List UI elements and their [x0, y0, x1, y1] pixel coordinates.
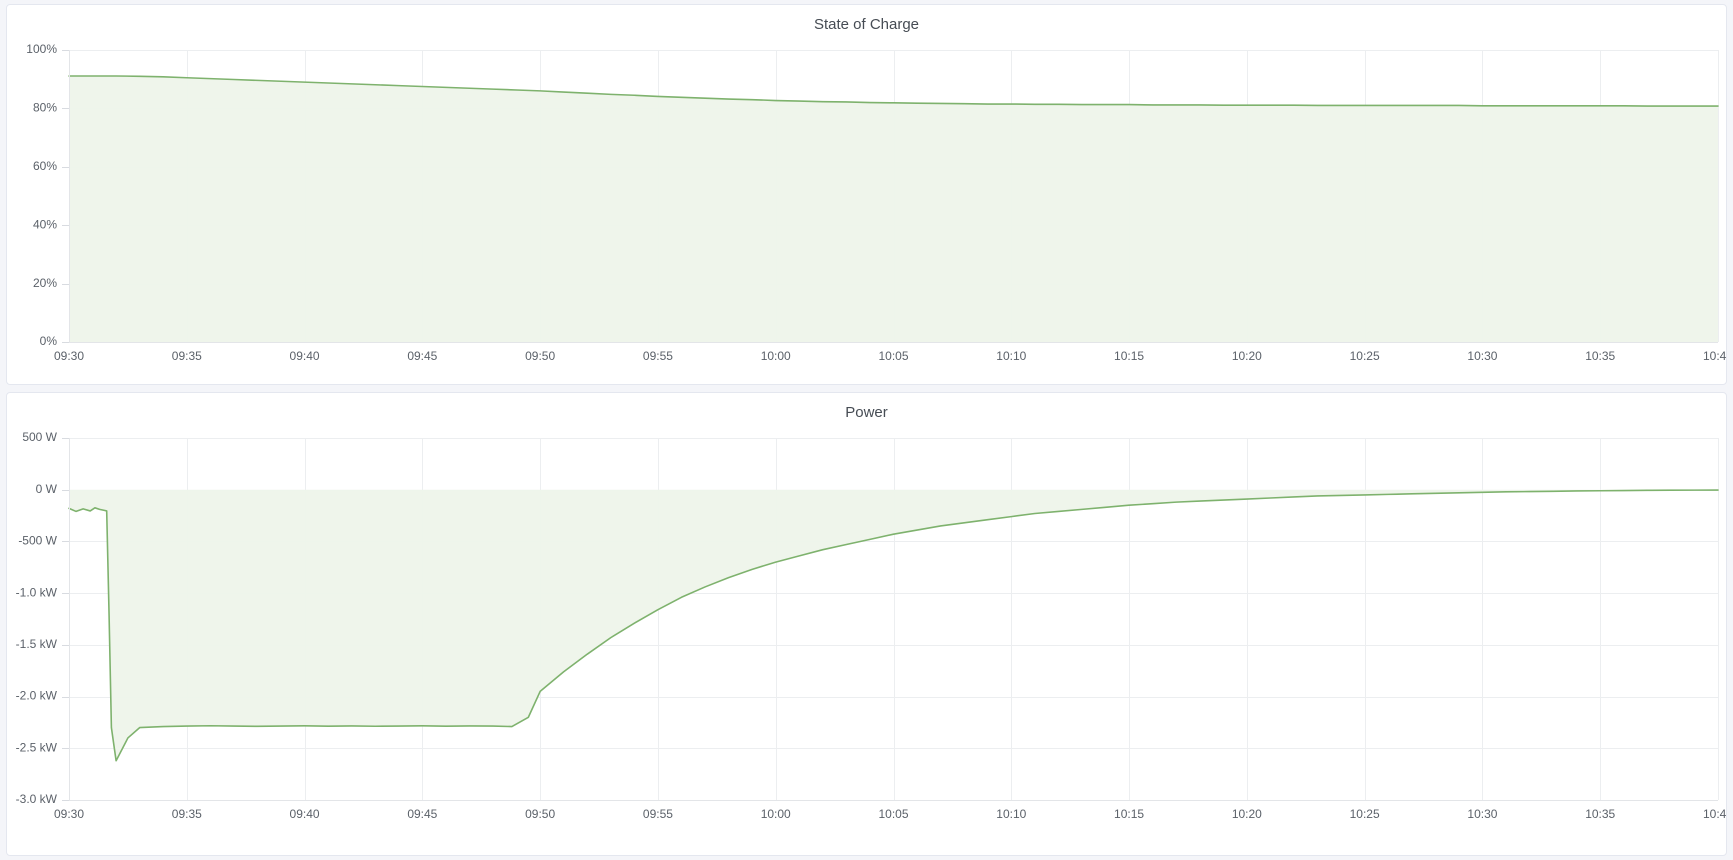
- svg-text:09:55: 09:55: [643, 807, 673, 821]
- svg-text:0%: 0%: [40, 334, 58, 348]
- svg-text:10:05: 10:05: [878, 349, 908, 363]
- panel-power[interactable]: Power -3.0 kW -2.5 kW -2.0 kW -1.5 kW -1.0 k…: [6, 392, 1727, 856]
- soc-chart-svg: 0% 20% 40% 60% 80% 100% 09:30 09:35 09:40 09:45 09…: [26, 42, 1726, 363]
- svg-text:10:30: 10:30: [1467, 807, 1497, 821]
- svg-text:09:50: 09:50: [525, 807, 555, 821]
- svg-text:60%: 60%: [33, 159, 57, 173]
- svg-text:09:30: 09:30: [54, 807, 84, 821]
- svg-text:500 W: 500 W: [22, 430, 57, 444]
- plot-power[interactable]: -3.0 kW -2.5 kW -2.0 kW -1.5 kW -1.0 kW -500 …: [7, 424, 1726, 836]
- svg-text:10:15: 10:15: [1114, 349, 1144, 363]
- panel-title-power: Power: [845, 404, 888, 421]
- svg-text:09:50: 09:50: [525, 349, 555, 363]
- svg-text:09:35: 09:35: [172, 349, 202, 363]
- svg-text:10:25: 10:25: [1350, 349, 1380, 363]
- svg-text:-3.0 kW: -3.0 kW: [16, 792, 58, 806]
- svg-text:09:45: 09:45: [407, 349, 437, 363]
- svg-text:09:55: 09:55: [643, 349, 673, 363]
- power-chart-svg: -3.0 kW -2.5 kW -2.0 kW -1.5 kW -1.0 kW -500 …: [16, 430, 1726, 821]
- svg-text:09:40: 09:40: [290, 349, 320, 363]
- svg-text:10:35: 10:35: [1585, 349, 1615, 363]
- svg-text:0 W: 0 W: [36, 482, 58, 496]
- svg-text:09:45: 09:45: [407, 807, 437, 821]
- svg-text:10:40: 10:40: [1703, 349, 1726, 363]
- svg-text:-2.0 kW: -2.0 kW: [16, 689, 58, 703]
- svg-text:10:10: 10:10: [996, 349, 1026, 363]
- svg-text:10:00: 10:00: [761, 349, 791, 363]
- svg-text:100%: 100%: [26, 42, 57, 56]
- svg-text:-500 W: -500 W: [18, 534, 57, 548]
- plot-state-of-charge[interactable]: 0% 20% 40% 60% 80% 100% 09:30 09:35 09:40 09:45 09…: [7, 36, 1726, 376]
- svg-text:-1.0 kW: -1.0 kW: [16, 585, 58, 599]
- svg-text:09:40: 09:40: [290, 807, 320, 821]
- svg-text:40%: 40%: [33, 217, 57, 231]
- svg-text:10:20: 10:20: [1232, 807, 1262, 821]
- svg-text:20%: 20%: [33, 276, 57, 290]
- svg-text:10:20: 10:20: [1232, 349, 1262, 363]
- svg-text:09:35: 09:35: [172, 807, 202, 821]
- svg-text:-1.5 kW: -1.5 kW: [16, 637, 58, 651]
- svg-text:10:15: 10:15: [1114, 807, 1144, 821]
- svg-text:10:40: 10:40: [1703, 807, 1726, 821]
- svg-text:10:10: 10:10: [996, 807, 1026, 821]
- svg-text:09:30: 09:30: [54, 349, 84, 363]
- svg-text:-2.5 kW: -2.5 kW: [16, 740, 58, 754]
- panel-title-state-of-charge: State of Charge: [813, 16, 920, 33]
- svg-text:80%: 80%: [33, 101, 57, 115]
- svg-text:10:35: 10:35: [1585, 807, 1615, 821]
- svg-text:10:05: 10:05: [878, 807, 908, 821]
- svg-text:10:00: 10:00: [761, 807, 791, 821]
- svg-text:10:30: 10:30: [1467, 349, 1497, 363]
- panel-state-of-charge[interactable]: State of Charge 0% 20% 40% 60% 80% 100% 09:30 0…: [6, 4, 1727, 385]
- svg-text:10:25: 10:25: [1350, 807, 1380, 821]
